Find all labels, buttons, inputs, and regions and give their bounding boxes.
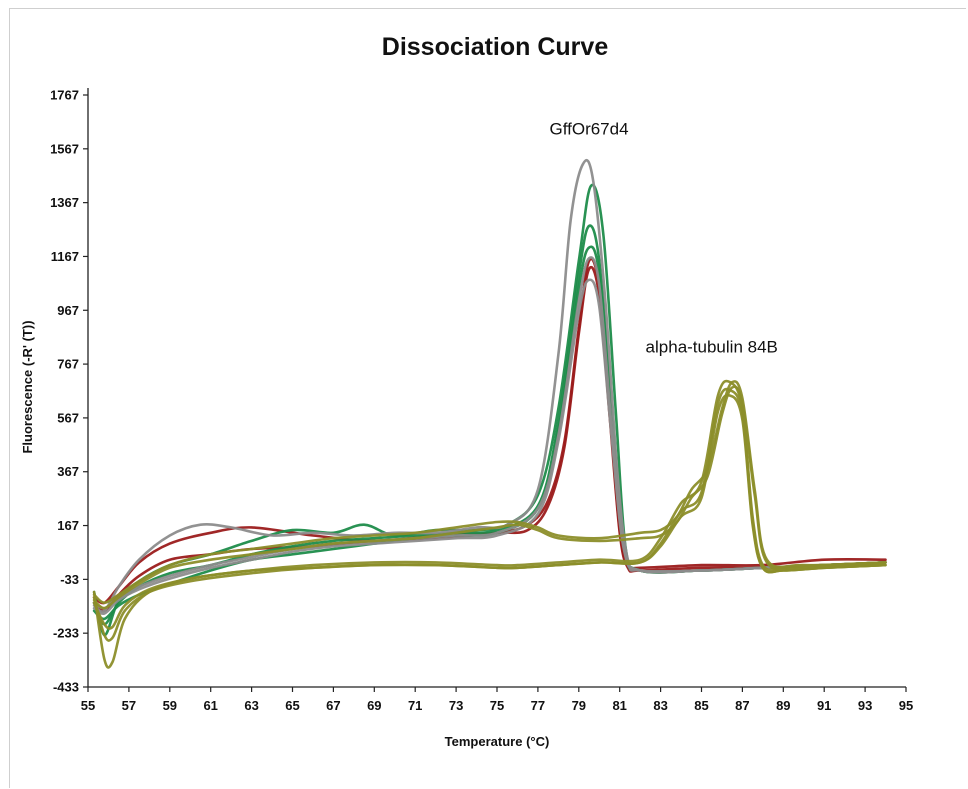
y-tick-label: 1567: [50, 141, 79, 156]
x-tick-label: 65: [285, 698, 299, 713]
y-tick-label: 967: [57, 303, 79, 318]
y-axis-label: Fluorescence (-R' (T)): [20, 320, 35, 453]
x-tick-label: 69: [367, 698, 381, 713]
y-tick-label: -233: [53, 626, 79, 641]
y-tick-label: 767: [57, 357, 79, 372]
y-tick-label: 567: [57, 410, 79, 425]
series-lines: [92, 158, 887, 669]
x-tick-label: 71: [408, 698, 422, 713]
x-tick-label: 85: [694, 698, 708, 713]
x-tick-label: 77: [531, 698, 545, 713]
y-tick-label: -433: [53, 680, 79, 695]
x-tick-label: 95: [899, 698, 913, 713]
annotation-alpha-tubulin-84b: alpha-tubulin 84B: [646, 338, 778, 357]
series-line-6: [92, 256, 887, 610]
x-tick-label: 63: [244, 698, 258, 713]
y-tick-label: -33: [60, 572, 79, 587]
x-tick-label: 75: [490, 698, 504, 713]
x-tick-label: 57: [122, 698, 136, 713]
chart-frame: [9, 8, 966, 788]
x-tick-label: 79: [572, 698, 586, 713]
y-tick-label: 1367: [50, 195, 79, 210]
x-tick-label: 61: [203, 698, 217, 713]
y-tick-label: 1167: [51, 249, 79, 264]
x-tick-label: 81: [612, 698, 626, 713]
series-line-10: [92, 393, 887, 630]
x-tick-label: 89: [776, 698, 790, 713]
chart-title: Dissociation Curve: [382, 33, 609, 61]
series-line-9: [92, 387, 887, 642]
x-ticks: 55 57 59 61 63 65 67 69 71 73 75 77 79 81 83 85 87 89 91 93…: [81, 687, 913, 713]
x-tick-label: 55: [81, 698, 95, 713]
x-tick-label: 83: [653, 698, 667, 713]
x-tick-label: 87: [735, 698, 749, 713]
x-tick-label: 93: [858, 698, 872, 713]
annotation-gffor67d4: GffOr67d4: [549, 120, 628, 139]
series-line-12: [92, 385, 887, 610]
series-line-5: [92, 158, 887, 613]
y-tick-label: 1767: [50, 88, 79, 103]
x-axis-label: Temperature (°C): [445, 734, 550, 749]
x-tick-label: 59: [163, 698, 177, 713]
x-tick-label: 73: [449, 698, 463, 713]
x-tick-label: 91: [817, 698, 831, 713]
y-tick-label: 367: [57, 464, 79, 479]
x-tick-label: 67: [326, 698, 340, 713]
y-tick-label: 167: [57, 518, 79, 533]
axes: [87, 88, 906, 688]
series-line-11: [92, 380, 887, 605]
y-ticks: -433 -233 -33 167 367 567 767 967 1167 1367 1567 17…: [50, 88, 88, 695]
